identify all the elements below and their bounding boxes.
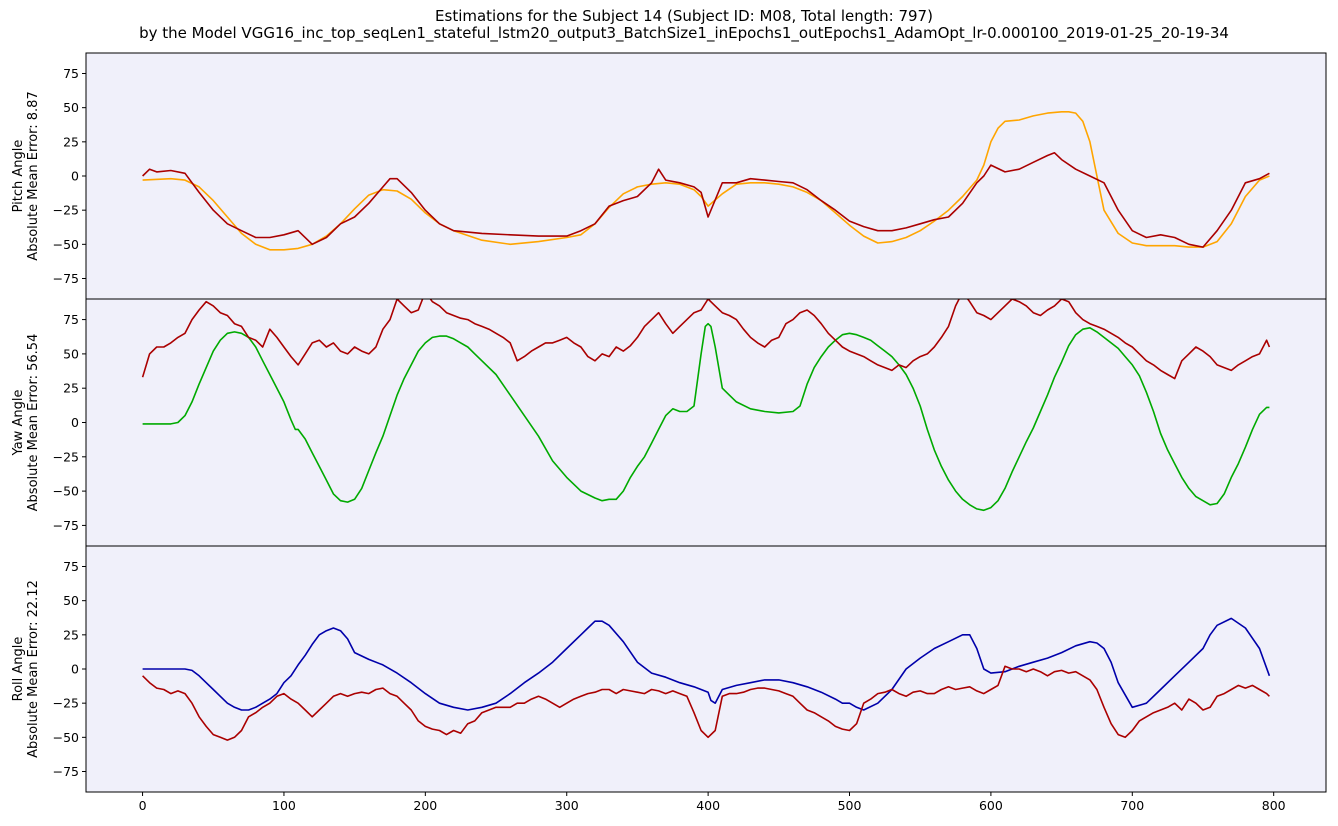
- roll-plot-area: [86, 546, 1326, 792]
- roll-panel: −75 −50 −25 0 25 50 75 0 100 200 300 400 500 600 700 80…: [11, 545, 1327, 813]
- chart-title-line-1: Estimations for the Subject 14 (Subject …: [435, 7, 933, 25]
- yaw-truth-line: [142, 322, 1270, 512]
- yaw-ytick-label: 75: [63, 312, 79, 327]
- xtick-label: 0: [139, 798, 147, 813]
- chart-title-line-2: by the Model VGG16_inc_top_seqLen1_state…: [139, 24, 1229, 43]
- roll-ytick-label: 25: [63, 627, 79, 642]
- pitch-plot-area: [86, 53, 1326, 299]
- yaw-ylabel: Yaw AngleAbsolute Mean Error: 56.54: [11, 334, 41, 512]
- roll-ytick-label: 0: [71, 662, 79, 677]
- pitch-ytick-label: −25: [53, 203, 79, 218]
- yaw-plot-area: [86, 299, 1326, 546]
- roll-ytick-label: −50: [53, 730, 79, 745]
- roll-ytick-label: 50: [63, 593, 79, 608]
- yaw-ylabel-error: Absolute Mean Error: 56.54: [26, 334, 41, 512]
- pitch-truth-line: [142, 111, 1270, 251]
- roll-ytick-label: −25: [53, 696, 79, 711]
- xtick-label: 800: [1262, 798, 1286, 813]
- roll-ylabel-error: Absolute Mean Error: 22.12: [26, 580, 41, 758]
- xtick-label: 400: [696, 798, 720, 813]
- yaw-ytick-label: −75: [53, 518, 79, 533]
- roll-ytick-label: 75: [63, 559, 79, 574]
- xtick-label: 300: [555, 798, 579, 813]
- roll-truth-line: [142, 617, 1271, 711]
- pitch-ytick-label: 25: [63, 134, 79, 149]
- pitch-ytick-label: −75: [53, 271, 79, 286]
- roll-ylabel: Roll AngleAbsolute Mean Error: 22.12: [11, 580, 41, 758]
- pitch-ylabel-error: Absolute Mean Error: 8.87: [26, 91, 41, 260]
- roll-axes-frame: [85, 545, 1327, 793]
- roll-ytick-label: −75: [53, 764, 79, 779]
- pitch-ytick-label: −50: [53, 237, 79, 252]
- yaw-ytick-label: 25: [63, 381, 79, 396]
- pitch-ytick-label: 50: [63, 100, 79, 115]
- yaw-ylabel-title: Yaw Angle: [11, 390, 26, 457]
- yaw-ytick-label: −50: [53, 484, 79, 499]
- xtick-label: 500: [838, 798, 862, 813]
- pitch-ylabel: Pitch AngleAbsolute Mean Error: 8.87: [11, 91, 41, 260]
- roll-estimation-line: [142, 665, 1270, 741]
- xtick-label: 200: [413, 798, 437, 813]
- pitch-ytick-label: 0: [71, 169, 79, 184]
- yaw-ytick-label: −25: [53, 449, 79, 464]
- pitch-panel: −75 −50 −25 0 25 50 75 Pitch AngleAbsolute Mean…: [11, 52, 1327, 300]
- roll-ylabel-title: Roll Angle: [11, 637, 26, 702]
- yaw-ytick-label: 0: [71, 415, 79, 430]
- xtick-label: 600: [979, 798, 1003, 813]
- pitch-estimation-line: [142, 152, 1270, 248]
- pitch-ylabel-title: Pitch Angle: [11, 140, 26, 213]
- xtick-label: 700: [1120, 798, 1144, 813]
- yaw-panel: −75 −50 −25 0 25 50 75 Yaw AngleAbsolute Mean E…: [11, 298, 1327, 547]
- xtick-label: 100: [272, 798, 296, 813]
- pitch-ytick-label: 75: [63, 66, 79, 81]
- yaw-ytick-label: 50: [63, 346, 79, 361]
- yaw-estimation-line: [141, 299, 1271, 380]
